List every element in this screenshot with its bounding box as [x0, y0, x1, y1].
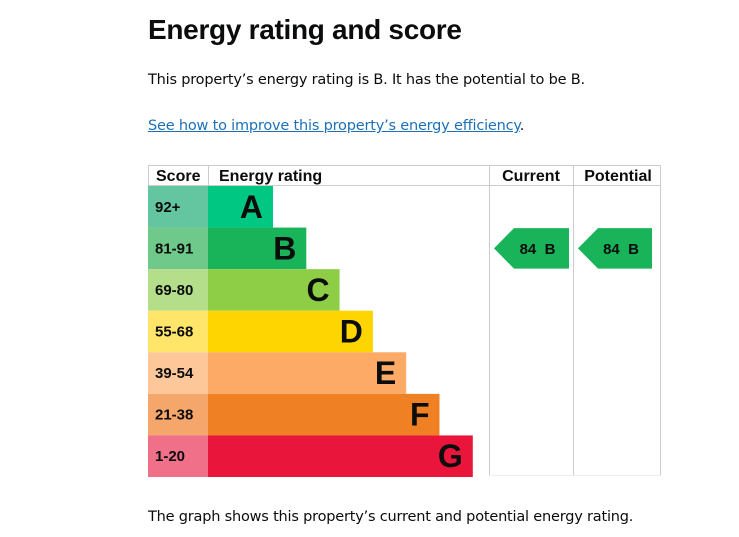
- band-bar-d: [208, 310, 373, 353]
- band-letter-label: E: [375, 355, 396, 391]
- score-range-label: 55-68: [155, 324, 193, 341]
- link-suffix: .: [519, 118, 525, 134]
- score-cell-d: [148, 310, 208, 353]
- chart-caption: The graph shows this property’s current …: [148, 509, 634, 525]
- band-letter-label: C: [306, 272, 329, 308]
- score-range-label: 69-80: [155, 282, 193, 299]
- band-row-g: 1-20 G: [148, 435, 473, 477]
- score-cell-f: [148, 393, 208, 436]
- band-letter-label: G: [438, 438, 463, 474]
- band-row-c: 69-80 C: [148, 269, 340, 311]
- chart-grid: [148, 165, 661, 476]
- score-range-label: 92+: [155, 199, 181, 216]
- header-score: Score: [156, 168, 201, 185]
- band-bar-b: [208, 227, 307, 270]
- score-range-label: 39-54: [155, 365, 194, 382]
- potential-rating-arrow-label: 84 B: [603, 241, 639, 258]
- score-cell-c: [148, 269, 208, 311]
- band-bar-c: [208, 269, 340, 311]
- score-cell-a: [148, 186, 208, 228]
- improve-efficiency-link[interactable]: See how to improve this property’s energ…: [148, 118, 520, 134]
- band-bar-e: [208, 352, 407, 394]
- band-letter-label: A: [240, 189, 263, 225]
- band-row-a: 92+ A: [148, 186, 273, 228]
- rating-arrows: 84 B 84 B: [494, 228, 652, 269]
- band-letter-label: D: [340, 314, 363, 350]
- improve-link-line: See how to improve this property’s energ…: [148, 118, 524, 134]
- current-rating-arrow: 84 B: [494, 228, 569, 269]
- header-current: Current: [502, 168, 560, 185]
- score-range-label: 21-38: [155, 407, 193, 424]
- band-row-b: 81-91 B: [148, 227, 307, 270]
- score-range-label: 81-91: [155, 240, 193, 257]
- band-bar-g: [208, 435, 473, 477]
- score-cell-e: [148, 352, 208, 394]
- band-bar-f: [208, 393, 440, 436]
- header-energy-rating: Energy rating: [219, 168, 322, 185]
- current-rating-arrow-label: 84 B: [520, 241, 556, 258]
- potential-rating-arrow-shape: [578, 228, 652, 269]
- rating-summary: This property’s energy rating is B. It h…: [148, 72, 585, 88]
- chart-headers: Score Energy rating Current Potential: [156, 168, 652, 185]
- band-letter-label: B: [273, 230, 296, 266]
- band-row-d: 55-68 D: [148, 310, 373, 353]
- page-title: Energy rating and score: [148, 14, 462, 45]
- band-bar-a: [208, 186, 273, 228]
- header-potential: Potential: [584, 168, 652, 185]
- potential-rating-arrow: 84 B: [578, 228, 652, 269]
- rating-bands: 92+ A 81-91 B 69-80 C 55-68 D 39-54 E 21-38 F 1-20 G: [148, 186, 473, 477]
- band-row-e: 39-54 E: [148, 352, 407, 394]
- score-cell-b: [148, 227, 208, 270]
- score-range-label: 1-20: [155, 448, 185, 465]
- band-letter-label: F: [410, 397, 430, 433]
- score-cell-g: [148, 435, 208, 477]
- current-rating-arrow-shape: [494, 228, 569, 269]
- band-row-f: 21-38 F: [148, 393, 440, 436]
